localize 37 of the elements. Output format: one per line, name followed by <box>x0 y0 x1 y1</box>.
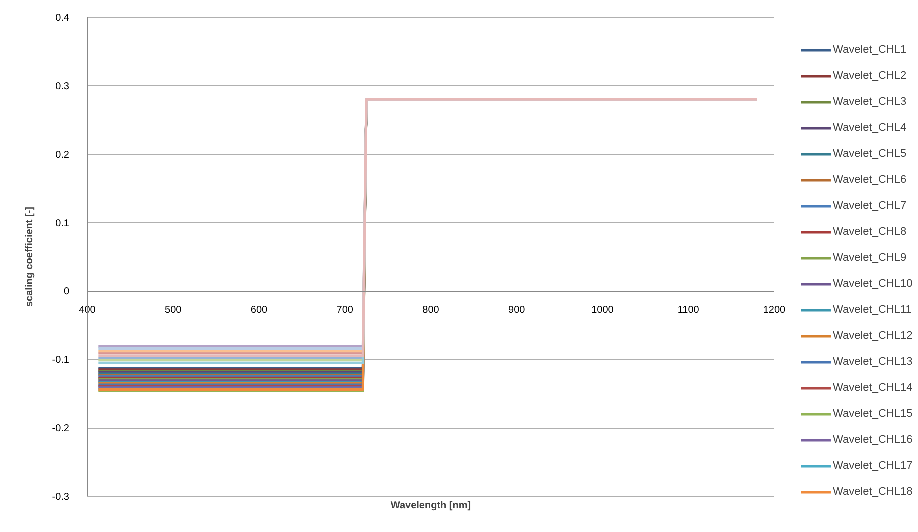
legend-label: Wavelet_CHL6 <box>833 173 907 188</box>
legend-label: Wavelet_CHL15 <box>833 407 913 422</box>
x-tick-label: 1000 <box>592 305 614 316</box>
legend-label: Wavelet_CHL18 <box>833 485 913 500</box>
legend-label: Wavelet_CHL16 <box>833 433 913 448</box>
x-axis-title: Wavelength [nm] <box>390 500 472 512</box>
x-tick-label: 500 <box>165 305 182 316</box>
legend-label: Wavelet_CHL17 <box>833 459 913 474</box>
legend-label: Wavelet_CHL11 <box>833 303 912 318</box>
y-tick-label: -0.1 <box>52 355 70 366</box>
y-tick-label: 0.4 <box>56 13 70 24</box>
legend-label: Wavelet_CHL9 <box>833 251 907 266</box>
y-tick-label: 0.1 <box>56 218 70 230</box>
x-tick-label: 800 <box>422 305 440 316</box>
y-tick-label: -0.3 <box>52 492 70 503</box>
x-tick-label: 900 <box>508 305 526 316</box>
legend-label: Wavelet_CHL2 <box>833 69 907 84</box>
legend-label: Wavelet_CHL10 <box>833 277 913 292</box>
legend-label: Wavelet_CHL3 <box>833 95 907 110</box>
y-tick-label: 0.3 <box>56 81 70 92</box>
legend-label: Wavelet_CHL12 <box>833 329 913 344</box>
legend-label: Wavelet_CHL14 <box>833 381 913 396</box>
x-tick-label: 1100 <box>678 305 700 316</box>
legend-label: Wavelet_CHL8 <box>833 225 907 240</box>
y-tick-label: 0 <box>64 286 70 298</box>
legend-label: Wavelet_CHL1 <box>833 43 907 58</box>
x-tick-label: 700 <box>336 305 354 316</box>
x-tick-label: 1200 <box>763 305 786 316</box>
y-axis-title: scaling coefficient [-] <box>24 206 36 308</box>
y-tick-label: -0.2 <box>52 424 70 435</box>
x-tick-label: 400 <box>79 305 96 316</box>
y-tick-label: 0.2 <box>56 150 70 161</box>
legend-label: Wavelet_CHL7 <box>833 199 907 214</box>
x-tick-label: 600 <box>250 305 268 316</box>
legend-label: Wavelet_CHL5 <box>833 147 907 162</box>
legend-label: Wavelet_CHL4 <box>833 121 907 136</box>
legend-label: Wavelet_CHL13 <box>833 355 913 370</box>
